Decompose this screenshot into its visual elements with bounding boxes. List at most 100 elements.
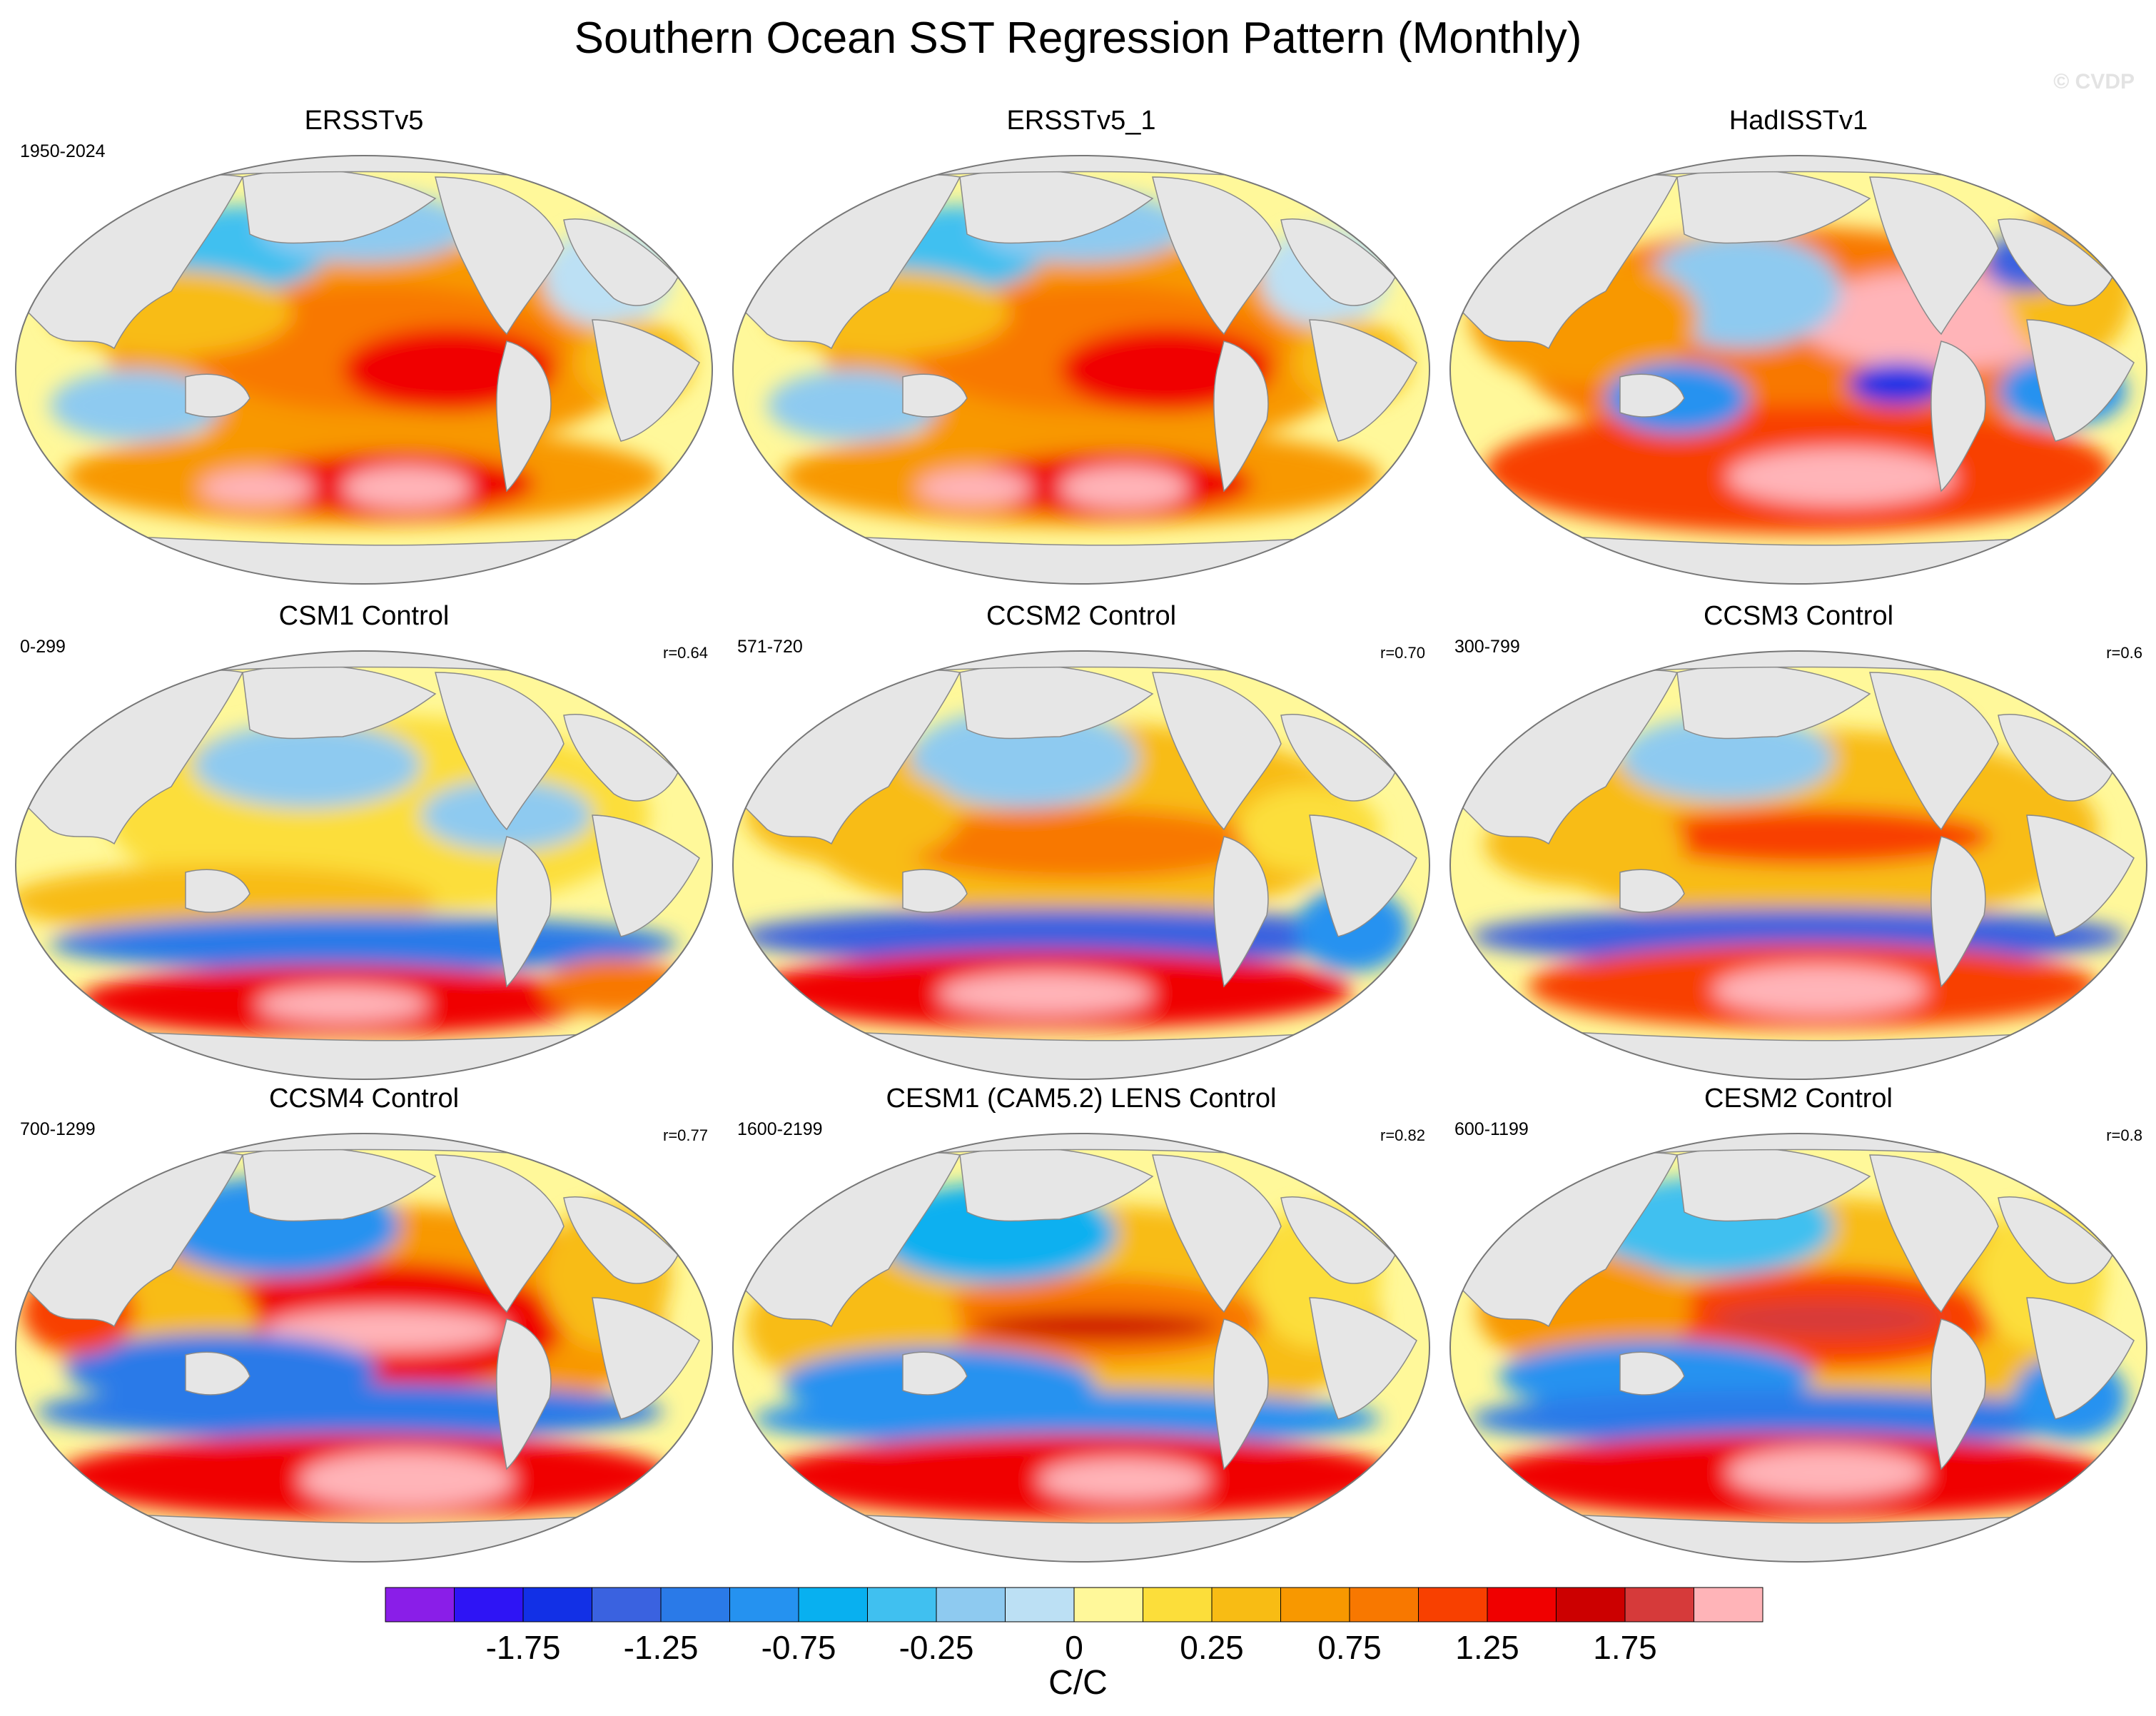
land-mass — [1280, 218, 1396, 306]
panel-period: 1950-2024 — [20, 141, 106, 161]
land-mass — [1930, 836, 1986, 988]
panel-title: HadISSTv1 — [1729, 106, 1868, 136]
land-mass — [2026, 319, 2135, 442]
anomaly-region — [343, 466, 471, 509]
land-mass — [1930, 340, 1986, 493]
panel-correlation: r=0.6 — [2106, 644, 2142, 662]
land-mass — [435, 1154, 565, 1313]
land-mass — [1213, 340, 1269, 493]
anomaly-region — [1848, 363, 1948, 405]
land-mass — [1152, 176, 1282, 335]
map-panel: CSM1 Control 0-299 r=0.64 — [7, 601, 721, 1086]
colorbar: -1.75 -1.25 -0.75 -0.25 0 0.25 0.75 1.25 1.75 — [385, 1587, 1763, 1663]
land-mass — [563, 218, 679, 306]
colorbar-swatch — [1143, 1587, 1213, 1622]
colorbar-swatch — [936, 1587, 1006, 1622]
anomaly-region — [917, 470, 1031, 505]
land-mass — [185, 869, 250, 913]
colorbar-swatch — [1556, 1587, 1626, 1622]
land-mass — [1152, 1154, 1282, 1313]
map-panel: CESM2 Control 600-1199 r=0.8 — [1442, 1084, 2155, 1569]
map-outline — [732, 155, 1430, 585]
anomaly-region — [910, 708, 1138, 808]
anomaly-region — [264, 1308, 507, 1351]
anomaly-region — [193, 722, 421, 808]
colorbar-swatch — [1624, 1587, 1694, 1622]
land-mass — [1619, 373, 1685, 418]
anomaly-region — [36, 1383, 664, 1440]
panel-title: CESM1 (CAM5.2) LENS Control — [886, 1084, 1277, 1114]
land-mass — [178, 156, 550, 178]
sst-map — [15, 650, 713, 1080]
panel-title: CCSM3 Control — [1703, 601, 1894, 631]
anomaly-region — [1620, 715, 1834, 801]
land-mass — [1309, 319, 1417, 442]
land-mass — [496, 836, 552, 988]
colorbar-tick-label: 0.25 — [1180, 1629, 1244, 1663]
anomaly-region — [1060, 466, 1188, 509]
anomaly-region — [896, 808, 1267, 879]
colorbar-tick-label: -0.75 — [761, 1629, 836, 1663]
map-outline — [15, 1133, 713, 1563]
land-mass — [1309, 814, 1417, 937]
map-panel: CCSM2 Control 571-720 r=0.70 — [724, 601, 1438, 1086]
colorbar-swatch — [454, 1587, 524, 1622]
panel-correlation: r=0.64 — [663, 644, 708, 662]
panel-title: CSM1 Control — [278, 601, 450, 631]
land-mass — [1998, 218, 2113, 306]
land-mass — [1612, 1134, 1985, 1156]
panel-correlation: r=0.82 — [1380, 1126, 1425, 1144]
land-mass — [496, 340, 552, 493]
land-mass — [1152, 672, 1282, 831]
sst-map — [732, 650, 1430, 1080]
colorbar-swatch — [1005, 1587, 1075, 1622]
panel-title: CESM2 Control — [1704, 1084, 1893, 1114]
anomaly-region — [1727, 1448, 1927, 1498]
land-mass — [185, 1351, 250, 1395]
map-outline — [732, 1133, 1430, 1563]
land-mass — [902, 869, 968, 913]
panel-period: 571-720 — [737, 637, 803, 657]
watermark: © CVDP — [2053, 70, 2135, 94]
land-mass — [592, 814, 700, 937]
land-mass — [563, 714, 679, 802]
panel-period: 300-799 — [1454, 637, 1520, 657]
land-mass — [178, 1134, 550, 1156]
land-mass — [1280, 1196, 1396, 1284]
colorbar-tick-label: -1.75 — [486, 1629, 561, 1663]
panel-title: ERSSTv5 — [304, 106, 424, 136]
colorbar-swatch — [1694, 1587, 1763, 1622]
land-mass — [1612, 156, 1985, 178]
anomaly-region — [542, 958, 685, 1015]
sst-map — [15, 155, 713, 585]
land-mass — [1869, 176, 1999, 335]
colorbar-tick-label: -1.25 — [624, 1629, 699, 1663]
colorbar-swatch — [522, 1587, 592, 1622]
land-mass — [435, 672, 565, 831]
panel-correlation: r=0.8 — [2106, 1126, 2142, 1144]
anomaly-region — [767, 370, 938, 441]
land-mass — [1309, 1297, 1417, 1420]
land-mass — [1213, 1318, 1269, 1470]
colorbar-tick-label: 0.75 — [1317, 1629, 1382, 1663]
map-outline — [732, 650, 1430, 1080]
anomaly-region — [300, 1451, 514, 1508]
panel-title: ERSSTv5_1 — [1006, 106, 1156, 136]
colorbar-tick-label: 1.75 — [1593, 1629, 1657, 1663]
land-mass — [895, 651, 1267, 673]
map-outline — [1449, 1133, 2147, 1563]
colorbar-swatch — [592, 1587, 662, 1622]
land-mass — [895, 1134, 1267, 1156]
map-panel: HadISSTv1 — [1442, 106, 2155, 591]
map-outline — [1449, 155, 2147, 585]
panel-period: 0-299 — [20, 637, 66, 657]
land-mass — [1930, 1318, 1986, 1470]
land-mass — [592, 1297, 700, 1420]
land-mass — [1998, 1196, 2113, 1284]
colorbar-swatch — [1487, 1587, 1557, 1622]
sst-map — [1449, 155, 2147, 585]
map-panel: CCSM3 Control 300-799 r=0.6 — [1442, 601, 2155, 1086]
colorbar-swatch — [798, 1587, 868, 1622]
land-mass — [435, 176, 565, 335]
land-mass — [1869, 672, 1999, 831]
